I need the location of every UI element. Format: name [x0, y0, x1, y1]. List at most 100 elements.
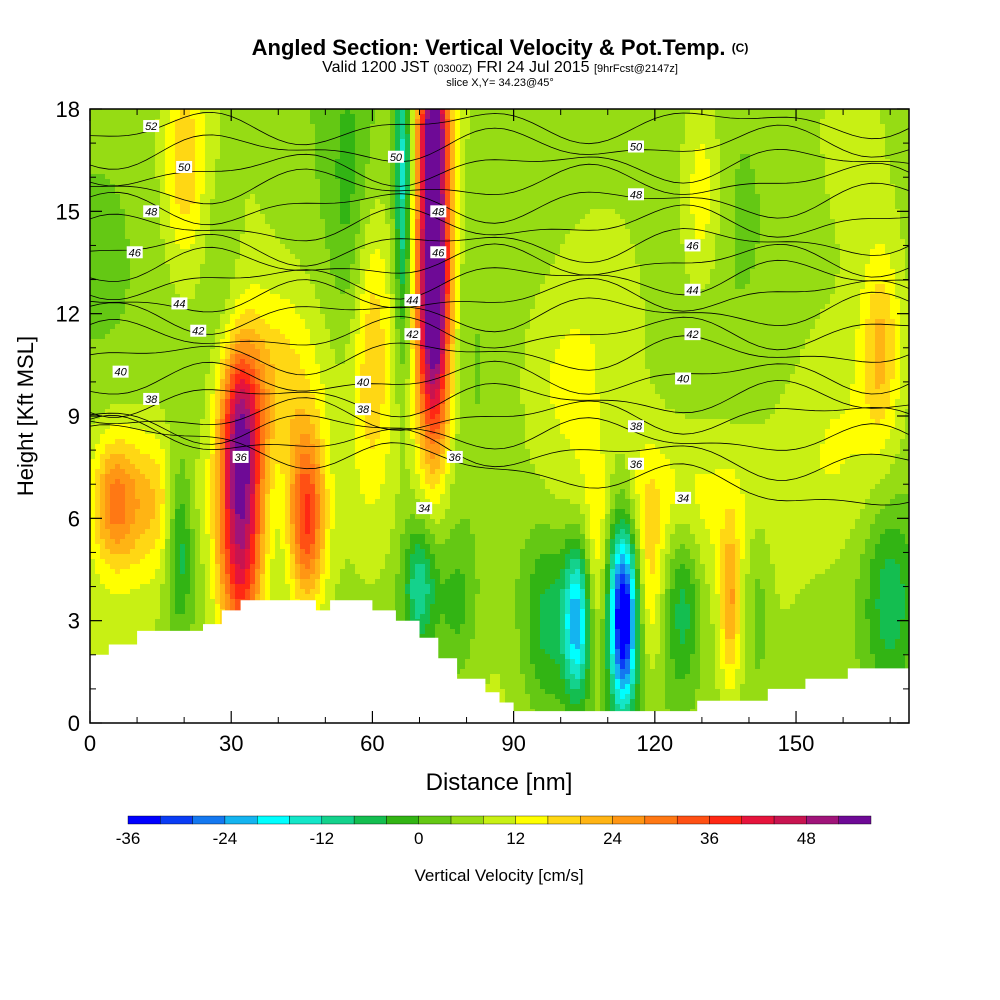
field-cell: [580, 124, 586, 130]
field-cell: [385, 154, 391, 160]
field-cell: [135, 174, 141, 180]
field-cell: [430, 124, 436, 130]
field-cell: [395, 249, 401, 255]
field-cell: [705, 194, 711, 200]
field-cell: [90, 199, 96, 205]
field-cell: [265, 154, 271, 160]
field-cell: [870, 179, 876, 185]
field-cell: [745, 119, 751, 125]
field-cell: [140, 209, 146, 215]
field-cell: [465, 249, 471, 255]
field-cell: [410, 144, 416, 150]
field-cell: [745, 184, 751, 190]
field-cell: [755, 209, 761, 215]
field-cell: [440, 224, 446, 230]
field-cell: [850, 254, 856, 260]
field-cell: [675, 224, 681, 230]
field-cell: [470, 119, 476, 125]
field-cell: [640, 204, 646, 210]
field-cell: [125, 174, 131, 180]
field-cell: [755, 119, 761, 125]
field-cell: [125, 129, 131, 135]
field-cell: [420, 149, 426, 155]
field-cell: [690, 134, 696, 140]
field-cell: [490, 114, 496, 120]
field-cell: [230, 229, 236, 235]
field-cell: [575, 219, 581, 225]
field-cell: [300, 179, 306, 185]
field-cell: [320, 184, 326, 190]
field-cell: [650, 209, 656, 215]
field-cell: [755, 234, 761, 240]
field-cell: [755, 199, 761, 205]
field-cell: [225, 194, 231, 200]
field-cell: [845, 134, 851, 140]
field-cell: [405, 124, 411, 130]
field-cell: [180, 144, 186, 150]
field-cell: [310, 124, 316, 130]
field-cell: [765, 114, 771, 120]
field-cell: [755, 114, 761, 120]
field-cell: [840, 249, 846, 255]
field-cell: [195, 184, 201, 190]
field-cell: [755, 169, 761, 175]
field-cell: [695, 149, 701, 155]
field-cell: [335, 204, 341, 210]
field-cell: [850, 209, 856, 215]
field-cell: [895, 179, 901, 185]
field-cell: [650, 154, 656, 160]
field-cell: [620, 164, 626, 170]
field-cell: [420, 124, 426, 130]
field-cell: [455, 244, 461, 250]
field-cell: [370, 234, 376, 240]
field-cell: [220, 124, 226, 130]
field-cell: [535, 224, 541, 230]
field-cell: [250, 129, 256, 135]
field-cell: [580, 159, 586, 165]
field-cell: [275, 209, 281, 215]
field-cell: [560, 164, 566, 170]
field-cell: [430, 189, 436, 195]
field-cell: [275, 239, 281, 245]
field-cell: [675, 254, 681, 260]
field-cell: [215, 129, 221, 135]
field-cell: [885, 214, 891, 220]
field-cell: [765, 199, 771, 205]
field-cell: [180, 139, 186, 145]
field-cell: [385, 254, 391, 260]
field-cell: [315, 209, 321, 215]
field-cell: [770, 154, 776, 160]
field-cell: [490, 159, 496, 165]
field-cell: [340, 189, 346, 195]
field-cell: [515, 229, 521, 235]
field-cell: [900, 234, 906, 240]
field-cell: [695, 199, 701, 205]
field-cell: [415, 209, 421, 215]
field-cell: [160, 129, 166, 135]
field-cell: [355, 234, 361, 240]
field-cell: [120, 164, 126, 170]
field-cell: [500, 249, 506, 255]
field-cell: [425, 159, 431, 165]
field-cell: [335, 209, 341, 215]
field-cell: [220, 169, 226, 175]
field-cell: [355, 144, 361, 150]
field-cell: [150, 199, 156, 205]
field-cell: [770, 229, 776, 235]
field-cell: [720, 174, 726, 180]
field-cell: [130, 259, 136, 265]
field-cell: [260, 179, 266, 185]
field-cell: [180, 244, 186, 250]
field-cell: [460, 119, 466, 125]
field-cell: [635, 254, 641, 260]
field-cell: [315, 144, 321, 150]
field-cell: [825, 204, 831, 210]
field-cell: [740, 209, 746, 215]
field-cell: [400, 134, 406, 140]
field-cell: [655, 244, 661, 250]
field-cell: [385, 169, 391, 175]
field-cell: [825, 239, 831, 245]
field-cell: [610, 124, 616, 130]
field-cell: [200, 199, 206, 205]
field-cell: [595, 134, 601, 140]
